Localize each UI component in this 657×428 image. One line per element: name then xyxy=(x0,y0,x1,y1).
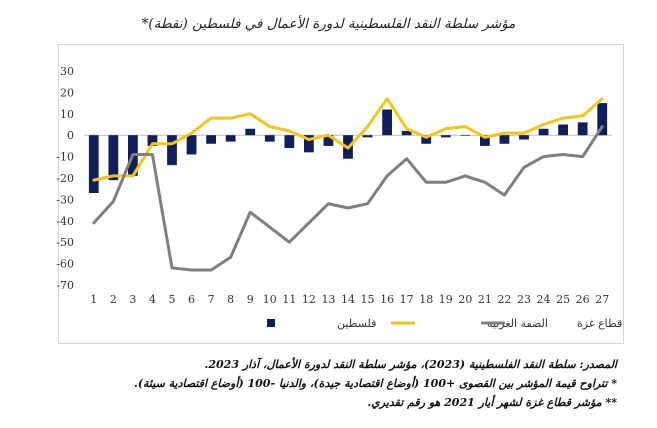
x-tick-label: 25 xyxy=(556,293,570,306)
y-tick-label: -20 xyxy=(56,172,74,185)
x-tick-label: 19 xyxy=(439,293,453,306)
legend-west-bank-label: الضفة الغربية xyxy=(487,317,548,330)
y-tick-label: -50 xyxy=(56,236,74,249)
bar-palestine xyxy=(382,109,392,136)
bar-palestine xyxy=(538,128,549,136)
x-tick-label: 23 xyxy=(517,293,531,306)
x-tick-label: 22 xyxy=(497,293,511,306)
x-tick-label: 24 xyxy=(537,293,551,306)
bar-palestine xyxy=(401,130,412,136)
bar-palestine xyxy=(225,135,236,142)
y-tick-label: 0 xyxy=(67,129,74,142)
bar-palestine xyxy=(206,135,216,144)
x-tick-label: 16 xyxy=(380,293,394,306)
scale-note: * تتراوح قيمة المؤشر بين القصوى +100 (أو… xyxy=(134,377,617,390)
x-tick-label: 9 xyxy=(247,293,254,306)
bar-palestine xyxy=(519,135,529,140)
gaza-estimate-note: ** مؤشر قطاع غزة لشهر أيار 2021 هو رقم ت… xyxy=(367,396,617,409)
bar-palestine xyxy=(597,103,608,136)
x-tick-label: 21 xyxy=(478,293,492,306)
x-tick-label: 15 xyxy=(361,293,375,306)
bar-palestine xyxy=(421,135,432,144)
bar-palestine xyxy=(480,135,490,146)
bar-palestine xyxy=(362,135,373,138)
bar-palestine xyxy=(88,135,99,193)
y-tick-label: -30 xyxy=(56,193,74,206)
bar-palestine xyxy=(460,135,471,136)
x-tick-label: 13 xyxy=(321,293,335,306)
x-tick-label: 27 xyxy=(595,293,609,306)
y-tick-label: 20 xyxy=(60,86,74,99)
y-tick-label: 30 xyxy=(60,65,74,78)
legend-palestine-label: فلسطين xyxy=(337,317,376,330)
bar-palestine xyxy=(186,135,197,155)
legend-palestine-swatch xyxy=(267,319,275,327)
line-west-bank xyxy=(92,97,604,182)
x-tick-label: 26 xyxy=(576,293,590,306)
line-gaza xyxy=(92,125,604,272)
y-tick-label: -10 xyxy=(56,151,74,164)
bar-palestine xyxy=(440,135,451,138)
x-tick-label: 10 xyxy=(263,293,277,306)
y-tick-label: 10 xyxy=(60,108,74,121)
x-tick-label: 20 xyxy=(458,293,472,306)
legend-gaza-label: قطاع غزة xyxy=(577,317,622,330)
x-tick-label: 6 xyxy=(188,293,195,306)
x-tick-label: 4 xyxy=(149,293,156,306)
footnotes: المصدر: سلطة النقد الفلسطينية (2023)، مؤ… xyxy=(37,355,617,412)
bar-palestine xyxy=(499,135,510,144)
x-tick-label: 8 xyxy=(227,293,234,306)
bar-palestine xyxy=(558,124,568,136)
x-tick-label: 5 xyxy=(169,293,176,306)
x-tick-label: 3 xyxy=(129,293,136,306)
x-tick-label: 11 xyxy=(282,293,296,306)
chart-frame xyxy=(58,44,624,344)
y-tick-label: -40 xyxy=(56,215,74,228)
bar-palestine xyxy=(108,135,119,181)
source-note: المصدر: سلطة النقد الفلسطينية (2023)، مؤ… xyxy=(204,358,617,371)
x-tick-label: 17 xyxy=(400,293,414,306)
x-tick-label: 14 xyxy=(341,293,355,306)
x-tick-label: 18 xyxy=(419,293,433,306)
bar-palestine xyxy=(323,135,334,146)
bar-palestine xyxy=(167,135,177,166)
y-tick-label: -60 xyxy=(56,258,74,271)
x-tick-label: 2 xyxy=(110,293,117,306)
x-tick-label: 7 xyxy=(208,293,215,306)
bar-palestine xyxy=(147,135,158,146)
chart-title: مؤشر سلطة النقد الفلسطينية لدورة الأعمال… xyxy=(141,16,516,32)
bar-palestine xyxy=(284,135,295,149)
x-tick-label: 1 xyxy=(90,293,97,306)
x-tick-label: 12 xyxy=(302,293,316,306)
y-tick-label: -70 xyxy=(56,279,74,292)
bar-palestine xyxy=(245,128,256,136)
bar-palestine xyxy=(304,135,314,153)
bar-palestine xyxy=(577,122,588,136)
bar-palestine xyxy=(264,135,275,142)
